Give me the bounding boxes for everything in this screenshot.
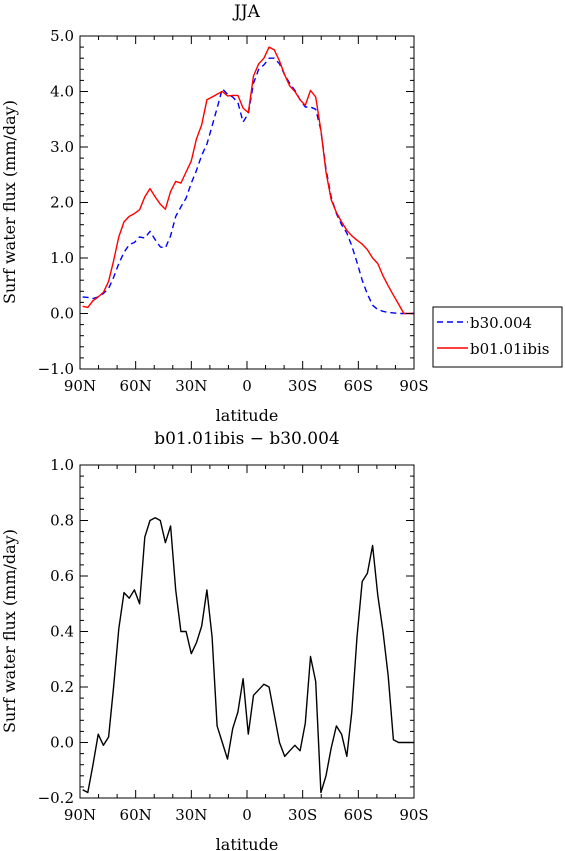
y-tick-label: 2.0: [50, 194, 74, 212]
y-tick-label: −1.0: [38, 360, 74, 378]
x-tick-label: 60N: [120, 377, 152, 395]
y-tick-label: 1.0: [50, 456, 74, 474]
x-tick-label: 60S: [344, 806, 373, 824]
y-tick-label: 0.2: [50, 678, 74, 696]
y-tick-label: 0.8: [50, 512, 74, 530]
series-line-b30-004: [82, 57, 414, 315]
chart-title: JJA: [232, 2, 261, 22]
x-tick-label: 30S: [288, 377, 317, 395]
series-line-difference-0: [82, 517, 414, 794]
x-tick-label: 30S: [288, 806, 317, 824]
x-axis-label: latitude: [216, 835, 279, 851]
chart-difference: b01.01ibis − b30.004 90N 60N 30N 0 30S 60S 90S…: [0, 429, 429, 851]
y-tick-label: 0.6: [50, 567, 74, 585]
x-tick-label: 90N: [64, 377, 96, 395]
y-tick-label: 0.0: [50, 305, 74, 323]
y-axis-label: Surf water flux (mm/day): [0, 100, 19, 304]
y-tick-label: 5.0: [50, 27, 74, 45]
legend-label-b30-004: b30.004: [470, 314, 532, 332]
y-tick-label: −0.2: [38, 789, 74, 807]
chart-jja: JJA 90N 60N 30N 0 30S 60S 90S −1.0 0.0 1.0 2.0 3.0 4…: [0, 2, 563, 425]
plot-frame: [79, 464, 415, 799]
legend-box: [432, 306, 563, 368]
plot-frame: [79, 35, 415, 370]
x-tick-label: 60N: [120, 806, 152, 824]
y-axis-label: Surf water flux (mm/day): [0, 529, 19, 733]
chart-title: b01.01ibis − b30.004: [154, 429, 339, 449]
legend-label-b01-01ibis: b01.01ibis: [470, 340, 549, 358]
plot-area: 90N 60N 30N 0 30S 60S 90S −1.0 0.0 1.0 2.0 3.0 4.0 5.…: [38, 27, 429, 395]
x-tick-label: 30N: [175, 806, 207, 824]
series-line-b01-01ibis: [82, 46, 414, 315]
x-tick-label: 90S: [399, 806, 428, 824]
x-tick-label: 60S: [344, 377, 373, 395]
x-tick-label: 0: [242, 377, 252, 395]
x-tick-label: 90N: [64, 806, 96, 824]
x-tick-label: 30N: [175, 377, 207, 395]
y-tick-label: 4.0: [50, 83, 74, 101]
legend: b30.004 b01.01ibis: [432, 306, 563, 368]
x-tick-label: 90S: [399, 377, 428, 395]
plot-area: 90N 60N 30N 0 30S 60S 90S −0.2 0.0 0.2 0.4 0.6 0.8 1.…: [38, 456, 429, 824]
y-tick-label: 0.0: [50, 734, 74, 752]
y-tick-label: 0.4: [50, 623, 74, 641]
y-tick-label: 1.0: [50, 249, 74, 267]
x-axis-label: latitude: [216, 406, 279, 425]
y-tick-label: 3.0: [50, 138, 74, 156]
x-tick-label: 0: [242, 806, 252, 824]
